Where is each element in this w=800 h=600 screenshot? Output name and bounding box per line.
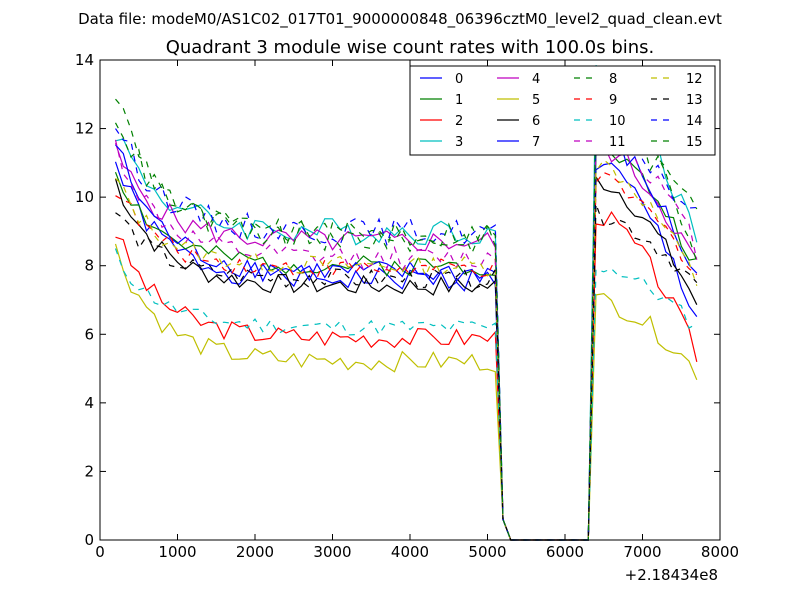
legend-label-9: 9 (609, 93, 617, 108)
x-tick-label: 3000 (313, 543, 351, 561)
y-tick-label: 10 (75, 188, 94, 206)
tick-layer: 0 1000 2000 3000 4000 5000 6000 7000 80000246810… (75, 51, 739, 561)
series-line-6 (114, 174, 698, 541)
legend-label-13: 13 (686, 93, 703, 108)
y-tick-label: 8 (84, 257, 94, 275)
legend-label-10: 10 (609, 114, 626, 129)
x-tick-label: 5000 (468, 543, 506, 561)
series-line-5 (114, 243, 698, 541)
y-tick-label: 6 (84, 325, 94, 343)
legend-label-0: 0 (455, 72, 463, 87)
legend-frame (409, 65, 716, 156)
x-tick-label: 0 (95, 543, 105, 561)
y-tick-label: 2 (84, 462, 94, 480)
chart-suptitle: Data file: modeM0/AS1C02_017T01_90000008… (78, 10, 722, 29)
legend-label-8: 8 (609, 72, 617, 87)
y-tick-label: 0 (84, 531, 94, 549)
x-offset-label: +2.18434e8 (625, 566, 718, 584)
legend-label-6: 6 (532, 114, 540, 129)
legend-label-4: 4 (532, 72, 540, 87)
x-tick-label: 7000 (623, 543, 661, 561)
legend-label-7: 7 (532, 135, 540, 150)
series-line-4 (114, 136, 698, 541)
x-tick-label: 4000 (391, 543, 429, 561)
chart-title: Quadrant 3 module wise count rates with … (166, 37, 655, 58)
x-tick-label: 1000 (158, 543, 196, 561)
legend-label-2: 2 (455, 114, 463, 129)
legend-label-11: 11 (609, 135, 626, 150)
plot-frame (99, 59, 721, 541)
series-line-9 (115, 171, 698, 541)
legend-label-1: 1 (455, 93, 463, 108)
x-tick-label: 2000 (236, 543, 274, 561)
y-tick-label: 14 (75, 51, 94, 69)
series-line-8 (115, 97, 698, 541)
series-line-13 (115, 203, 698, 541)
legend-label-3: 3 (455, 135, 463, 150)
y-tick-label: 4 (84, 394, 94, 412)
legend-label-12: 12 (686, 72, 703, 87)
legend-label-5: 5 (532, 93, 540, 108)
series-line-12 (115, 159, 698, 541)
x-tick-label: 6000 (546, 543, 584, 561)
series-line-2 (115, 210, 698, 541)
legend-label-14: 14 (686, 114, 703, 129)
y-tick-label: 12 (75, 120, 94, 138)
legend-label-15: 15 (686, 135, 703, 150)
x-tick-label: 8000 (701, 543, 739, 561)
